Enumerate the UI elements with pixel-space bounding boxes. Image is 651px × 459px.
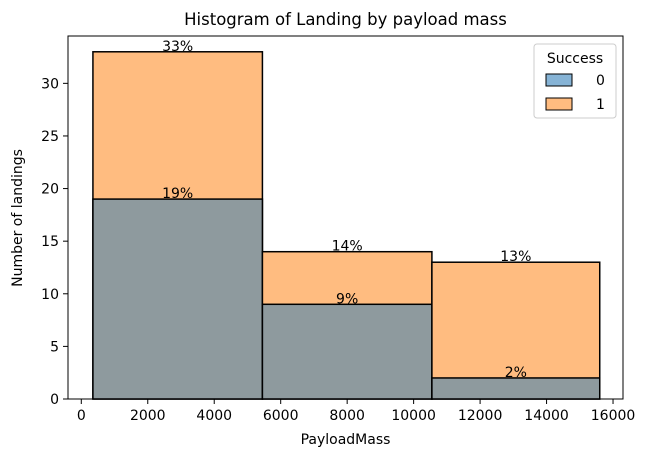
legend-entry-label: 0 — [596, 73, 605, 89]
bar-label-success-0: 19% — [162, 186, 193, 202]
bar-label-success-0: 9% — [336, 291, 358, 307]
chart-title: Histogram of Landing by payload mass — [184, 10, 507, 29]
y-tick-label: 0 — [50, 392, 59, 408]
y-tick-label: 30 — [41, 76, 59, 92]
legend-swatch — [545, 73, 573, 87]
plot-frame — [67, 35, 624, 400]
bar-success-0 — [261, 303, 433, 400]
bar-label-success-1: 14% — [332, 239, 363, 255]
x-axis-label: PayloadMass — [301, 432, 391, 448]
x-tick-label: 16000 — [591, 408, 636, 424]
bars-layer — [92, 51, 601, 400]
x-tick-label: 0 — [77, 408, 86, 424]
y-tick-label: 20 — [41, 182, 59, 198]
axes-layer: 0 2000 4000 6000 8000 10000 12000 14000 16000 0 5 1… — [41, 35, 636, 424]
x-tick-label: 8000 — [329, 408, 365, 424]
x-tick-label: 4000 — [196, 408, 232, 424]
x-tick-label: 12000 — [458, 408, 503, 424]
x-tick-label: 14000 — [524, 408, 569, 424]
bar-success-1 — [431, 261, 601, 400]
bar-label-success-1: 13% — [500, 249, 531, 265]
bar-success-0 — [92, 198, 264, 400]
y-tick-label: 10 — [41, 287, 59, 303]
y-tick-label: 5 — [50, 339, 59, 355]
x-tick-label: 2000 — [130, 408, 166, 424]
bar-success-0 — [431, 377, 601, 400]
percent-labels-layer: 33% 19% 14% 9% 13% 2% — [162, 39, 531, 381]
legend-entry-label: 1 — [596, 97, 605, 113]
y-axis-label: Number of landings — [10, 149, 26, 287]
legend: Success 0 1 — [533, 43, 617, 119]
bar-label-success-0: 2% — [505, 365, 527, 381]
x-tick-label: 6000 — [263, 408, 299, 424]
legend-title: Success — [547, 51, 603, 67]
y-tick-label: 15 — [41, 234, 59, 250]
bar-label-success-1: 33% — [162, 39, 193, 55]
x-tick-label: 10000 — [391, 408, 436, 424]
legend-swatch — [545, 97, 573, 111]
y-tick-label: 25 — [41, 129, 59, 145]
